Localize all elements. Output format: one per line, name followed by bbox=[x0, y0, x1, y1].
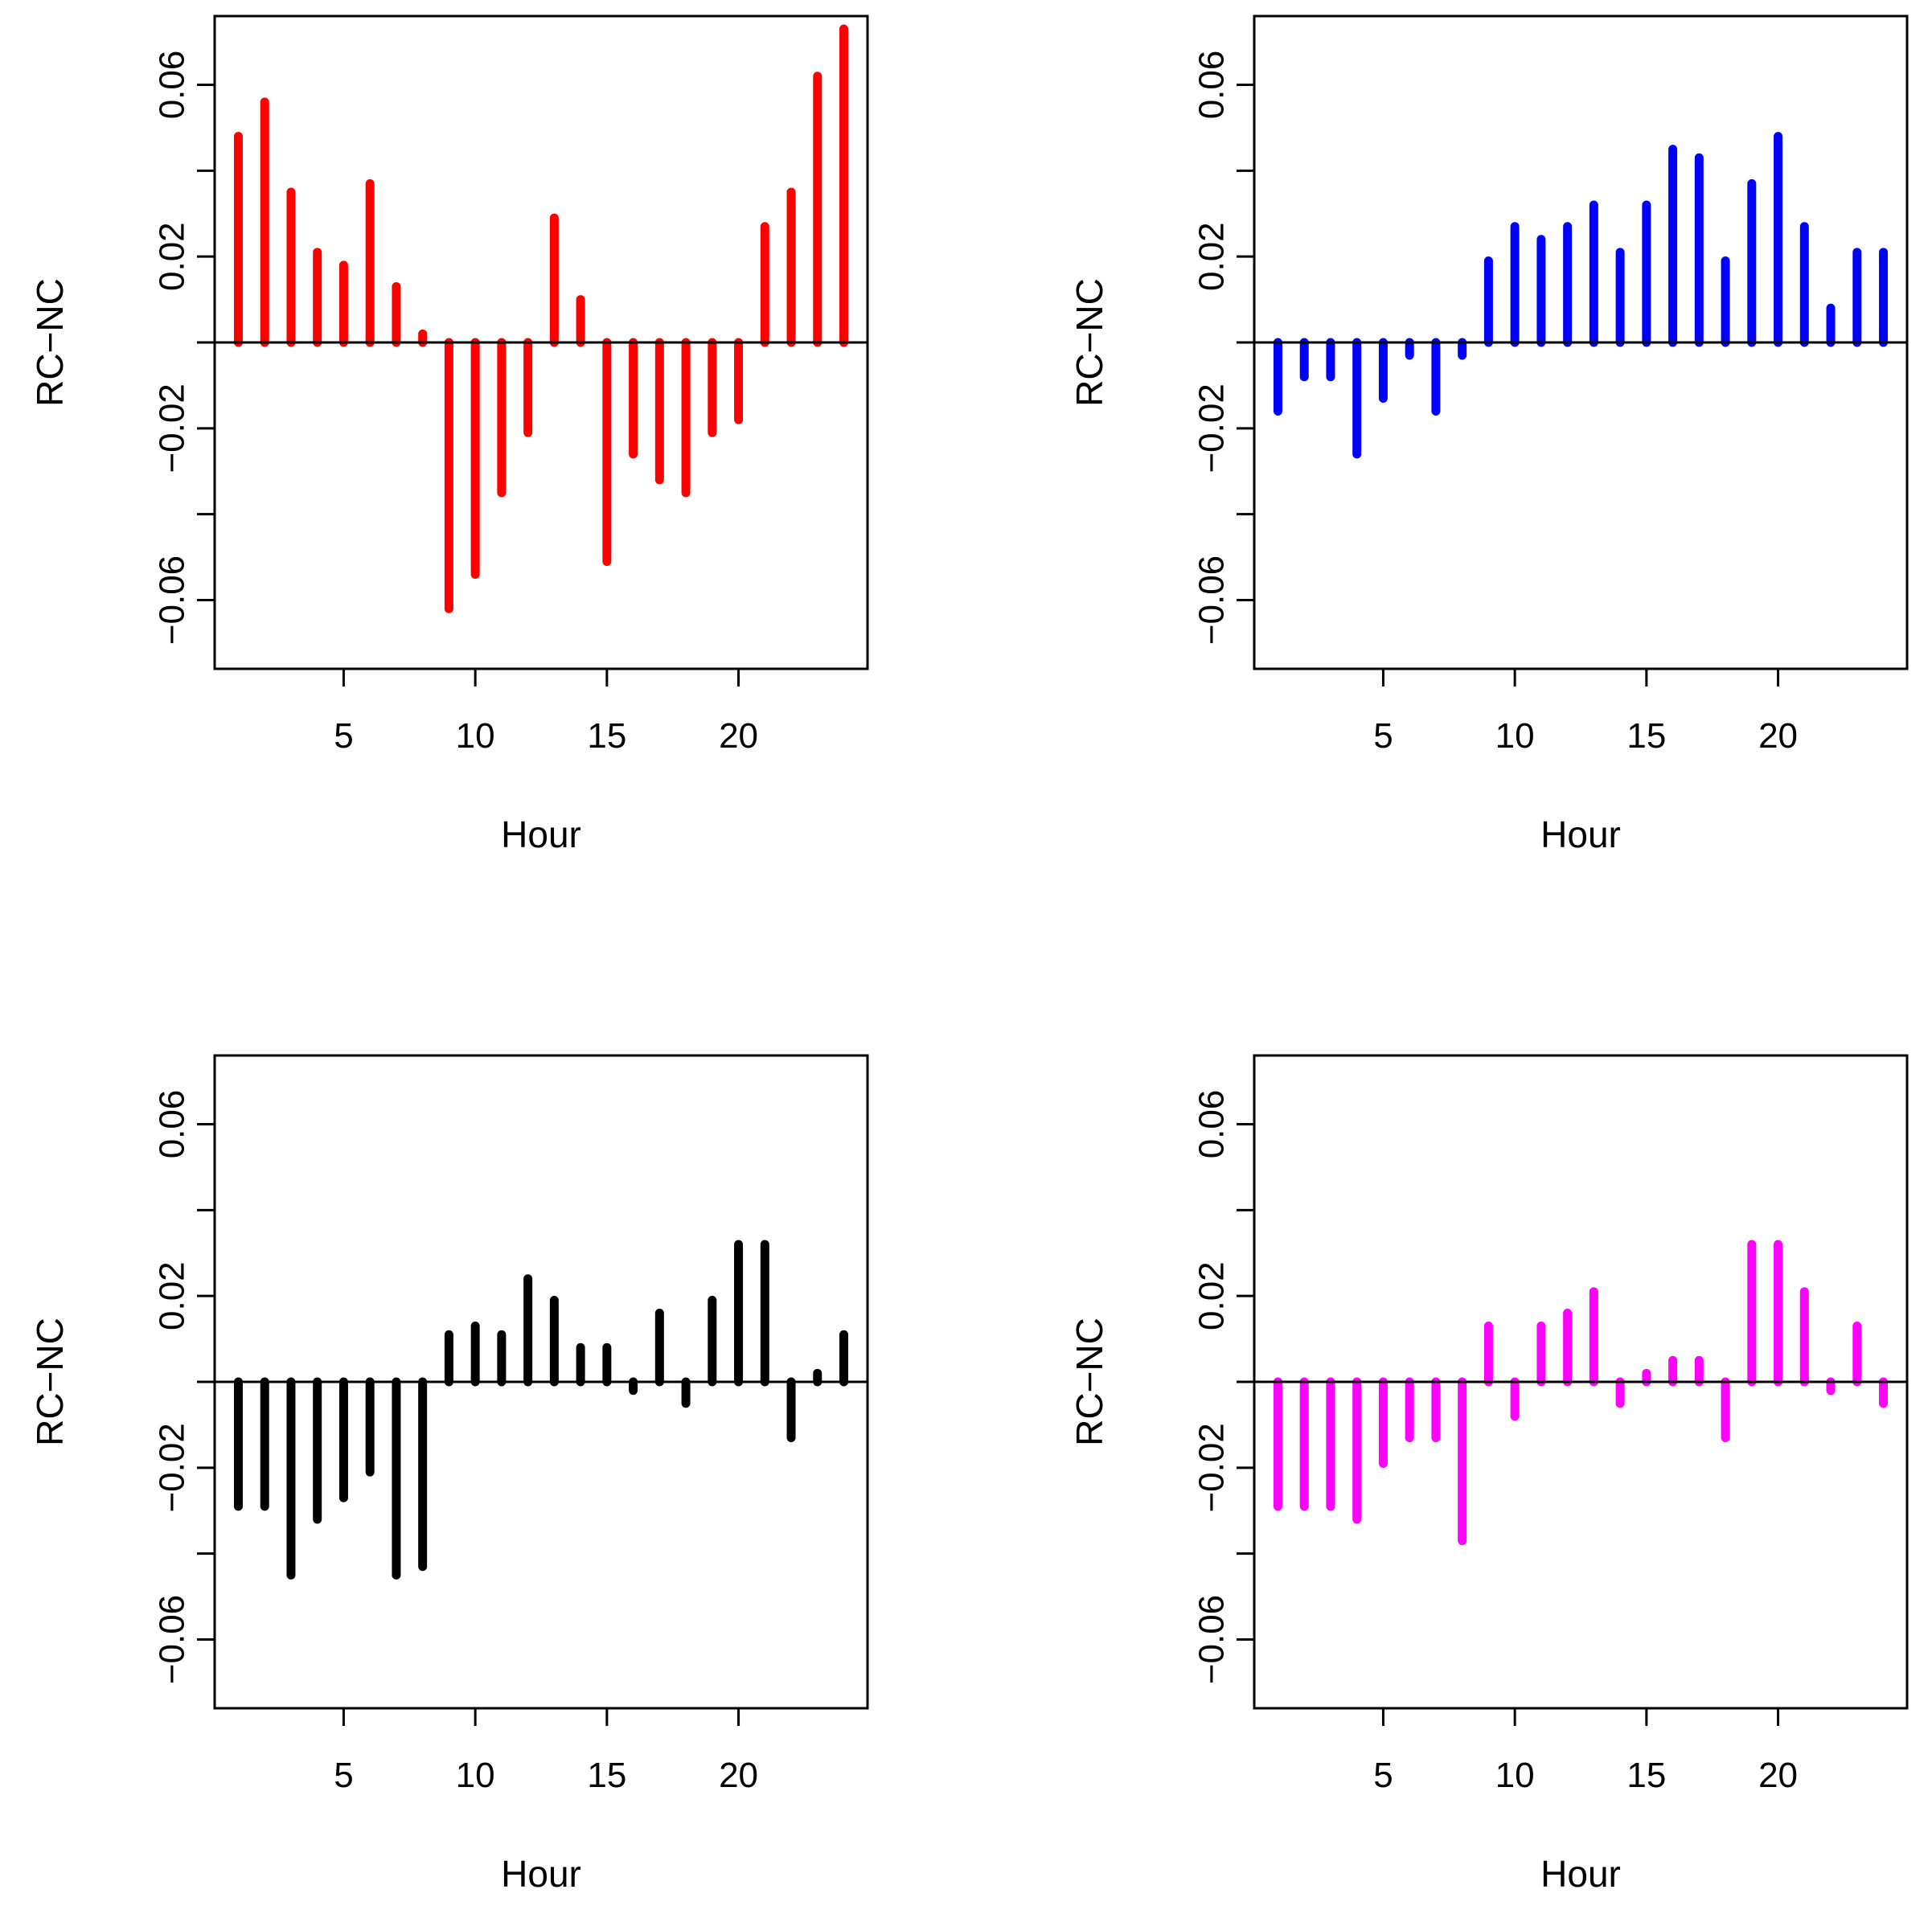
y-axis-title: RC−NC bbox=[1069, 278, 1110, 407]
x-tick-label: 15 bbox=[587, 1756, 626, 1795]
x-tick-label: 5 bbox=[1373, 1756, 1393, 1795]
y-tick-label: −0.02 bbox=[1192, 383, 1232, 473]
x-axis-title: Hour bbox=[1540, 814, 1621, 855]
x-tick-label: 20 bbox=[719, 1756, 758, 1795]
y-tick-label: −0.06 bbox=[153, 1595, 192, 1684]
x-tick-label: 15 bbox=[1626, 716, 1666, 756]
x-tick-label: 10 bbox=[456, 1756, 495, 1795]
x-tick-label: 10 bbox=[1495, 1756, 1535, 1795]
chart-panel-4: −0.06 −0.02 0.02 0.06 5 10 15 20 Hour RC−NC bbox=[1069, 1054, 1909, 1895]
y-tick-label: 0.06 bbox=[153, 51, 192, 120]
x-axis-title: Hour bbox=[501, 814, 581, 855]
x-tick-label: 20 bbox=[1758, 716, 1798, 756]
y-axis-title: RC−NC bbox=[29, 1318, 71, 1446]
y-tick-label: 0.06 bbox=[1192, 1090, 1232, 1159]
y-tick-label: 0.02 bbox=[153, 1261, 192, 1330]
y-axis-title: RC−NC bbox=[29, 278, 71, 407]
x-tick-label: 20 bbox=[1758, 1756, 1798, 1795]
y-tick-label: 0.02 bbox=[153, 222, 192, 291]
chart-panel-3: −0.06 −0.02 0.02 0.06 5 10 15 20 Hour RC−NC bbox=[29, 1054, 869, 1895]
x-axis-title: Hour bbox=[1540, 1853, 1621, 1895]
y-tick-label: 0.02 bbox=[1192, 1261, 1232, 1330]
y-tick-label: 0.06 bbox=[1192, 51, 1232, 120]
x-tick-label: 15 bbox=[1626, 1756, 1666, 1795]
y-tick-label: −0.06 bbox=[1192, 555, 1232, 645]
chart-panel-1: −0.06 −0.02 0.02 0.06 5 10 15 20 Hour RC−NC bbox=[29, 14, 869, 855]
x-tick-label: 5 bbox=[334, 1756, 353, 1795]
x-tick-label: 20 bbox=[719, 716, 758, 756]
y-axis-title: RC−NC bbox=[1069, 1318, 1110, 1446]
y-tick-label: −0.06 bbox=[1192, 1595, 1232, 1684]
chart-panel-2: −0.06 −0.02 0.02 0.06 5 10 15 20 Hour RC−NC bbox=[1069, 14, 1909, 855]
x-tick-label: 15 bbox=[587, 716, 626, 756]
y-tick-label: −0.02 bbox=[153, 1423, 192, 1512]
x-tick-label: 5 bbox=[334, 716, 353, 756]
y-tick-label: −0.02 bbox=[1192, 1423, 1232, 1512]
x-tick-label: 10 bbox=[1495, 716, 1535, 756]
x-tick-label: 5 bbox=[1373, 716, 1393, 756]
x-tick-label: 10 bbox=[456, 716, 495, 756]
y-tick-label: −0.06 bbox=[153, 555, 192, 645]
y-tick-label: 0.02 bbox=[1192, 222, 1232, 291]
y-tick-label: 0.06 bbox=[153, 1090, 192, 1159]
y-tick-label: −0.02 bbox=[153, 383, 192, 473]
x-axis-title: Hour bbox=[501, 1853, 581, 1895]
